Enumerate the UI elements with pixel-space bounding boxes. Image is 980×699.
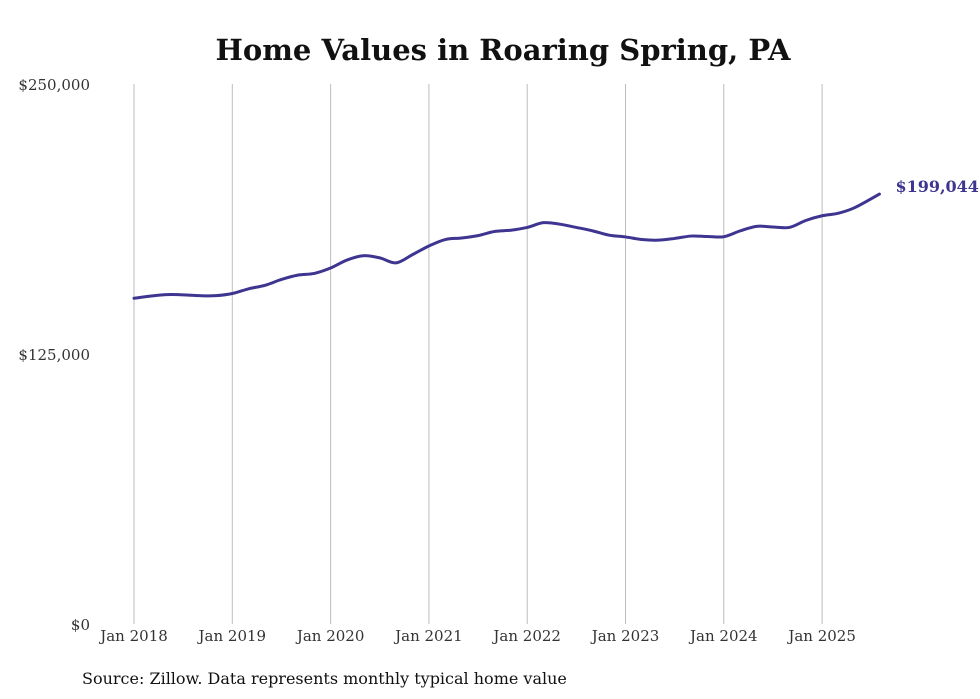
grid-lines <box>133 84 823 624</box>
chart-title: Home Values in Roaring Spring, PA <box>215 33 791 67</box>
y-tick-label: $125,000 <box>18 346 90 364</box>
x-tick-label: Jan 2020 <box>295 627 365 645</box>
x-tick-label: Jan 2024 <box>688 627 758 645</box>
x-axis-ticks: Jan 2018 Jan 2019 Jan 2020 Jan 2021 Jan 2022… <box>98 627 856 645</box>
series-line <box>132 192 881 300</box>
end-value-label: $199,044 <box>895 177 979 196</box>
source-note: Source: Zillow. Data represents monthly … <box>82 669 567 688</box>
x-tick-label: Jan 2018 <box>98 627 168 645</box>
x-tick-label: Jan 2021 <box>393 627 463 645</box>
y-axis-ticks: $0 $125,000 $250,000 <box>18 76 90 634</box>
x-tick-label: Jan 2023 <box>590 627 660 645</box>
x-tick-label: Jan 2025 <box>786 627 856 645</box>
y-tick-label: $250,000 <box>18 76 90 94</box>
y-tick-label: $0 <box>71 616 90 634</box>
x-tick-label: Jan 2022 <box>491 627 561 645</box>
x-tick-label: Jan 2019 <box>197 627 267 645</box>
